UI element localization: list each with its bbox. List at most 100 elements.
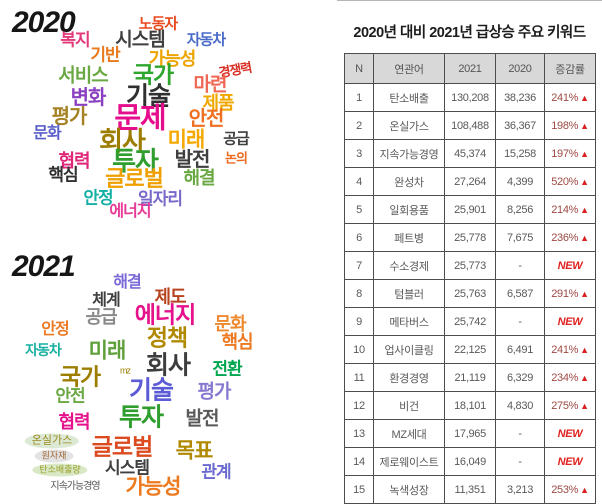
cloud-word: 해결 <box>113 274 141 291</box>
cloud-word: 관계 <box>201 462 231 482</box>
change-cell: NEW <box>544 447 596 476</box>
change-cell: NEW <box>544 307 596 336</box>
cloud-word: 전환 <box>212 359 242 379</box>
value-2021-cell: 11,351 <box>444 475 496 504</box>
cloud-word: 협력 <box>58 151 90 171</box>
cloud-word: 탄소배출량 <box>32 463 88 477</box>
cloud-word: 공급 <box>85 307 117 327</box>
value-2020-cell: - <box>495 419 545 448</box>
keyword-cell: 메타버스 <box>373 307 445 336</box>
table-header-row: N 연관어 2021 2020 증감률 <box>344 53 596 84</box>
up-triangle-icon: ▲ <box>580 176 589 187</box>
cloud-word: 기술 <box>125 82 171 111</box>
cloud-word: 온실가스 <box>24 433 80 449</box>
table-row: 13 MZ세대 17,965- NEW <box>344 419 596 448</box>
keyword-cell: 녹색성장 <box>373 475 445 504</box>
column-header: 2020 <box>495 53 545 84</box>
value-2020-cell: 6,329 <box>495 363 545 392</box>
cloud-word: 에너지 <box>134 301 196 328</box>
value-2021-cell: 25,778 <box>444 223 496 252</box>
table-row: 10 업사이클링 22,125 6,491 241% ▲ <box>344 335 596 364</box>
cloud-word: 변화 <box>70 87 107 109</box>
cloud-word: 핵심 <box>221 332 253 352</box>
cloud-word: 일자리 <box>138 189 183 209</box>
cloud-word: 논의 <box>225 150 248 166</box>
change-percent: 275% <box>551 399 579 412</box>
value-2021-cell: 25,742 <box>444 307 496 336</box>
rank-cell: 8 <box>344 279 374 308</box>
change-cell: NEW <box>544 419 596 448</box>
cloud-word: 목표 <box>175 439 214 463</box>
value-2020-cell: - <box>495 307 545 336</box>
value-2020-cell: 6,491 <box>495 335 545 364</box>
table-row: 1 탄소배출 130,208 38,236 241% ▲ <box>344 83 596 112</box>
up-triangle-icon: ▲ <box>580 288 589 299</box>
rank-cell: 1 <box>344 83 374 112</box>
table-title: 2020년 대비 2021년 급상승 주요 키워드 <box>353 25 586 41</box>
cloud-word: 미래 <box>88 339 127 363</box>
column-header: 증감률 <box>544 53 596 84</box>
cloud-word: 에너지 <box>109 203 151 220</box>
value-2021-cell: 25,901 <box>444 195 496 224</box>
table-row: 12 비건 18,101 4,830 275% ▲ <box>344 391 596 420</box>
cloud-word: 문화 <box>214 314 246 334</box>
cloud-word: 발전 <box>185 408 220 430</box>
table-row: 5 일회용품 25,901 8,256 214% ▲ <box>344 195 596 224</box>
cloud-title-2021: 2021 <box>12 250 76 283</box>
keyword-cell: 업사이클링 <box>373 335 445 364</box>
cloud-word: 공급 <box>223 130 250 148</box>
change-percent: 197% <box>551 147 579 160</box>
rank-cell: 14 <box>344 447 374 476</box>
keyword-cell: 온실가스 <box>373 111 445 140</box>
cloud-word: 제도 <box>154 287 186 307</box>
rank-cell: 3 <box>344 139 374 168</box>
change-cell: 241% ▲ <box>544 335 596 364</box>
up-triangle-icon: ▲ <box>580 92 589 103</box>
cloud-word: 원자재 <box>34 449 74 463</box>
cloud-word: 가능성 <box>125 475 182 499</box>
change-cell: 520% ▲ <box>544 167 596 196</box>
rank-cell: 12 <box>344 391 374 420</box>
cloud-word: 미래 <box>167 128 206 152</box>
cloud-word: 마련 <box>193 74 228 96</box>
table-row: 15 녹색성장 11,351 3,213 253% ▲ <box>344 475 596 504</box>
cloud-word: 핵심 <box>48 165 78 185</box>
change-cell: 198% ▲ <box>544 111 596 140</box>
value-2020-cell: 7,675 <box>495 223 545 252</box>
cloud-word: 자동차 <box>186 31 226 49</box>
table-row: 9 메타버스 25,742- NEW <box>344 307 596 336</box>
value-2021-cell: 108,488 <box>444 111 496 140</box>
up-triangle-icon: ▲ <box>580 344 589 355</box>
value-2020-cell: 6,587 <box>495 279 545 308</box>
cloud-word: 가능성 <box>148 49 197 69</box>
value-2021-cell: 16,049 <box>444 447 496 476</box>
up-triangle-icon: ▲ <box>580 204 589 215</box>
column-header: N <box>344 53 374 84</box>
cloud-word: 체계 <box>92 292 120 309</box>
rank-cell: 10 <box>344 335 374 364</box>
change-cell: 275% ▲ <box>544 391 596 420</box>
cloud-word: 국가 <box>59 363 101 390</box>
cloud-word: 안전 <box>188 108 225 130</box>
change-cell: 241% ▲ <box>544 83 596 112</box>
value-2021-cell: 17,965 <box>444 419 496 448</box>
table-row: 6 페트병 25,778 7,675 236% ▲ <box>344 223 596 252</box>
value-2020-cell: 38,236 <box>495 83 545 112</box>
cloud-word: 제품 <box>202 93 234 113</box>
up-triangle-icon: ▲ <box>580 484 589 495</box>
column-header: 2021 <box>444 53 496 84</box>
cloud-word: 글로벌 <box>91 433 153 460</box>
table-row: 3 지속가능경영 45,374 15,258 197% ▲ <box>344 139 596 168</box>
cloud-word: 시스템 <box>105 458 150 478</box>
value-2020-cell: 3,213 <box>495 475 545 504</box>
change-percent: 214% <box>551 203 579 216</box>
cloud-word: 회사 <box>145 351 191 380</box>
keyword-cell: 지속가능경영 <box>373 139 445 168</box>
value-2020-cell: 15,258 <box>495 139 545 168</box>
table-row: 11 환경경영 21,119 6,329 234% ▲ <box>344 363 596 392</box>
keyword-cell: 일회용품 <box>373 195 445 224</box>
up-triangle-icon: ▲ <box>580 232 589 243</box>
rank-cell: 13 <box>344 419 374 448</box>
value-2021-cell: 25,763 <box>444 279 496 308</box>
change-cell: 197% ▲ <box>544 139 596 168</box>
